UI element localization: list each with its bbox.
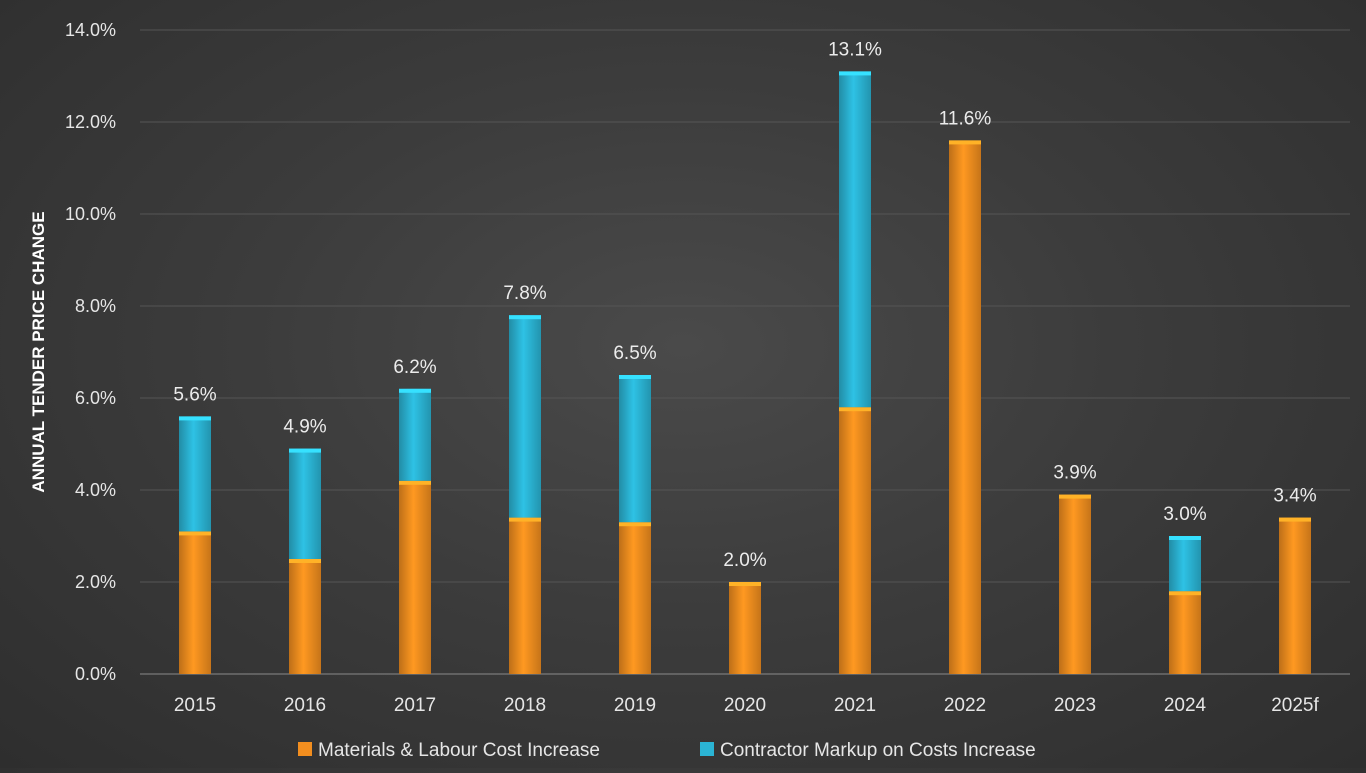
bar-segment (1059, 494, 1091, 674)
bar-cap (839, 71, 871, 76)
x-tick-label: 2016 (284, 695, 326, 716)
x-tick-label: 2025f (1271, 695, 1319, 716)
bar-segment (399, 480, 431, 674)
bar-cap (619, 522, 651, 527)
bar-cap (729, 582, 761, 586)
bar-cap (949, 140, 981, 145)
total-value-label: 3.9% (1053, 463, 1096, 484)
x-tick-label: 2021 (834, 695, 876, 716)
bar-segment (289, 559, 321, 674)
bar-segment (1169, 591, 1201, 674)
bar-segment (179, 416, 211, 532)
legend-label: Materials & Labour Cost Increase (318, 740, 600, 761)
total-value-label: 3.4% (1273, 486, 1316, 507)
bar-segment (619, 522, 651, 674)
x-tick-label: 2023 (1054, 695, 1096, 716)
bar-cap (509, 517, 541, 522)
bar-cap (179, 531, 211, 536)
bar-cap (399, 388, 431, 393)
y-tick-label: 10.0% (65, 204, 116, 224)
x-tick-label: 2017 (394, 695, 436, 716)
x-tick-label: 2022 (944, 695, 986, 716)
y-tick-label: 8.0% (75, 296, 116, 316)
bar-segment (1169, 536, 1201, 592)
bar-cap (1279, 517, 1311, 522)
bar-cap (179, 416, 211, 421)
bar-segment (509, 315, 541, 518)
legend-swatch (700, 742, 714, 756)
bar-cap (289, 448, 321, 453)
bar-segment (619, 375, 651, 523)
total-value-label: 6.2% (393, 357, 436, 378)
bar-segment (839, 407, 871, 674)
x-tick-label: 2024 (1164, 695, 1207, 716)
y-tick-label: 12.0% (65, 112, 116, 132)
total-value-label: 4.9% (283, 417, 326, 438)
y-tick-label: 14.0% (65, 20, 116, 40)
bar-segment (179, 531, 211, 674)
bar-cap (509, 315, 541, 320)
total-value-label: 7.8% (503, 283, 546, 304)
x-tick-label: 2020 (724, 695, 766, 716)
x-tick-label: 2018 (504, 695, 546, 716)
legend-label: Contractor Markup on Costs Increase (720, 740, 1036, 761)
bar-segment (399, 388, 431, 481)
bar-segment (509, 517, 541, 674)
bar-cap (1169, 591, 1201, 596)
x-tick-label: 2015 (174, 695, 216, 716)
bar-cap (1059, 494, 1091, 499)
bar-cap (839, 407, 871, 412)
bar-cap (1169, 536, 1201, 540)
y-tick-label: 6.0% (75, 388, 116, 408)
total-value-label: 13.1% (828, 39, 882, 60)
bar-segment (729, 582, 761, 674)
bar-segment (839, 71, 871, 408)
total-value-label: 11.6% (939, 108, 992, 129)
bar-segment (1279, 517, 1311, 674)
y-tick-label: 2.0% (75, 572, 116, 592)
bar-cap (289, 559, 321, 563)
y-tick-label: 4.0% (75, 480, 116, 500)
bar-cap (619, 375, 651, 379)
bar-segment (949, 140, 981, 674)
bar-segment (289, 448, 321, 559)
total-value-label: 3.0% (1163, 504, 1206, 525)
total-value-label: 5.6% (173, 384, 216, 405)
total-value-label: 6.5% (613, 343, 656, 364)
y-axis-title: ANNUAL TENDER PRICE CHANGE (29, 211, 48, 492)
legend-swatch (298, 742, 312, 756)
y-tick-label: 0.0% (75, 664, 116, 684)
total-value-label: 2.0% (723, 550, 766, 571)
x-tick-label: 2019 (614, 695, 656, 716)
bar-cap (399, 480, 431, 485)
